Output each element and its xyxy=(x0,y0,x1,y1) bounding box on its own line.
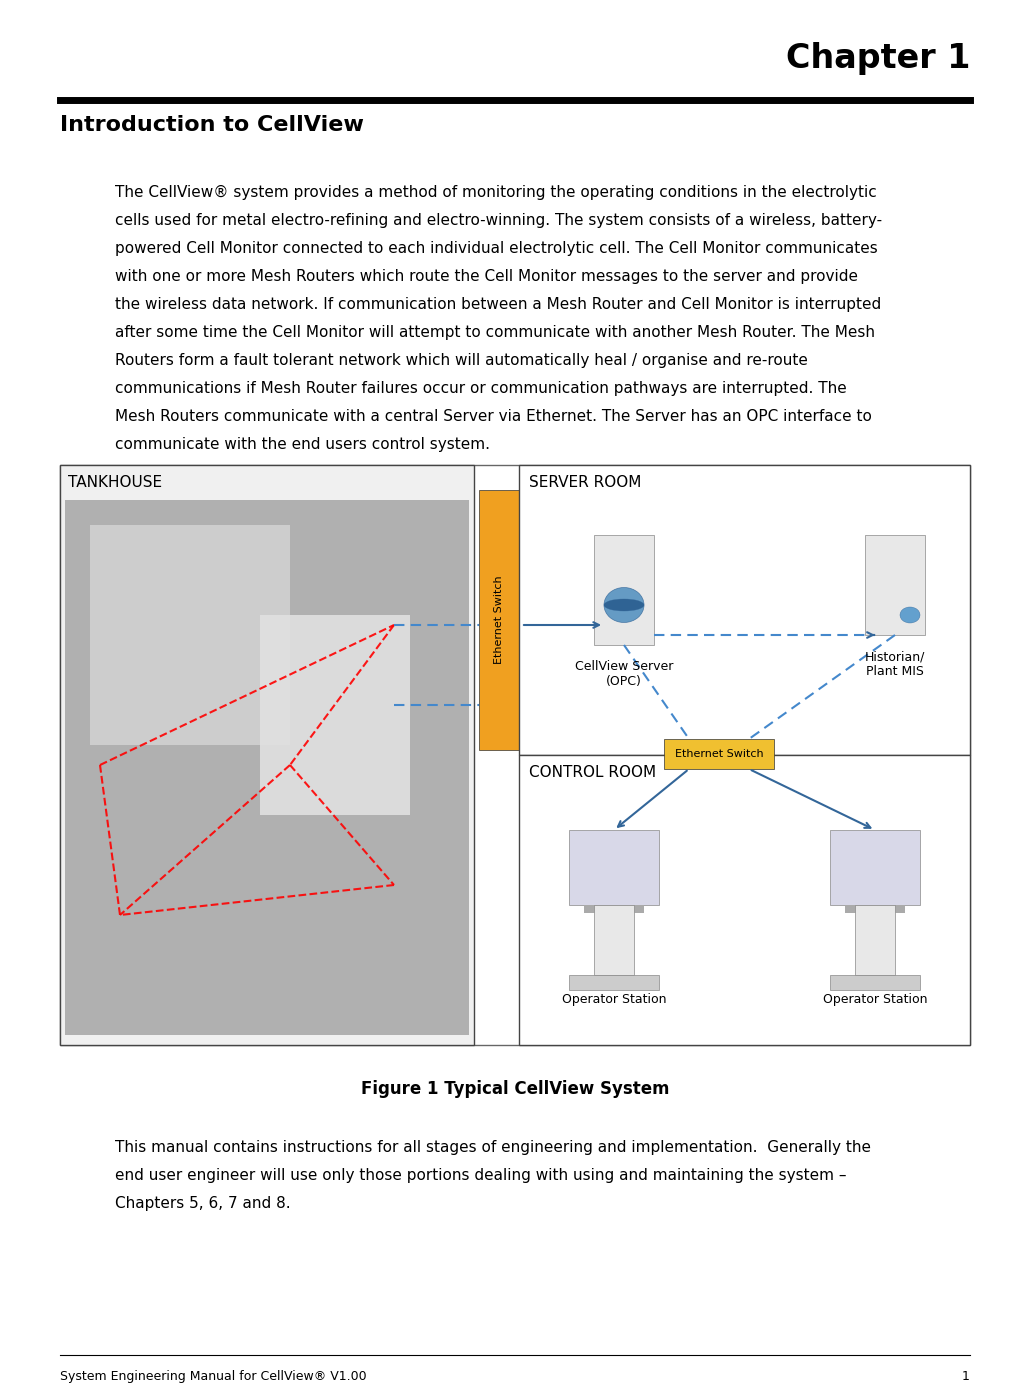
Bar xyxy=(855,905,895,975)
Ellipse shape xyxy=(604,599,644,610)
Text: powered Cell Monitor connected to each individual electrolytic cell. The Cell Mo: powered Cell Monitor connected to each i… xyxy=(115,242,877,256)
Text: Ethernet Switch: Ethernet Switch xyxy=(494,576,504,665)
Bar xyxy=(845,905,905,914)
Bar xyxy=(569,975,659,990)
Text: Operator Station: Operator Station xyxy=(823,993,928,1006)
Text: Operator Station: Operator Station xyxy=(562,993,666,1006)
Text: CONTROL ROOM: CONTROL ROOM xyxy=(529,766,656,780)
Text: Ethernet Switch: Ethernet Switch xyxy=(674,749,764,759)
Text: TANKHOUSE: TANKHOUSE xyxy=(68,475,162,490)
Text: Introduction to CellView: Introduction to CellView xyxy=(60,115,364,136)
Text: Figure 1 Typical CellView System: Figure 1 Typical CellView System xyxy=(361,1080,669,1098)
Bar xyxy=(479,490,519,750)
Text: Chapters 5, 6, 7 and 8.: Chapters 5, 6, 7 and 8. xyxy=(115,1196,291,1211)
Text: with one or more Mesh Routers which route the Cell Monitor messages to the serve: with one or more Mesh Routers which rout… xyxy=(115,270,858,284)
Text: end user engineer will use only those portions dealing with using and maintainin: end user engineer will use only those po… xyxy=(115,1168,847,1183)
Text: This manual contains instructions for all stages of engineering and implementati: This manual contains instructions for al… xyxy=(115,1140,871,1155)
Text: communications if Mesh Router failures occur or communication pathways are inter: communications if Mesh Router failures o… xyxy=(115,381,847,395)
Text: cells used for metal electro-refining and electro-winning. The system consists o: cells used for metal electro-refining an… xyxy=(115,212,883,228)
Text: CellView Server
(OPC): CellView Server (OPC) xyxy=(575,659,673,687)
Bar xyxy=(65,500,469,1035)
Bar xyxy=(569,830,659,905)
Text: System Engineering Manual for CellView® V1.00: System Engineering Manual for CellView® … xyxy=(60,1370,367,1383)
Text: SERVER ROOM: SERVER ROOM xyxy=(529,475,642,490)
Text: the wireless data network. If communication between a Mesh Router and Cell Monit: the wireless data network. If communicat… xyxy=(115,298,882,312)
Bar xyxy=(865,535,925,636)
Bar xyxy=(60,465,474,1045)
Ellipse shape xyxy=(604,588,644,623)
Bar xyxy=(65,500,469,1035)
Bar xyxy=(584,905,644,914)
Bar xyxy=(594,535,654,645)
Bar xyxy=(60,465,970,1045)
Text: 1: 1 xyxy=(962,1370,970,1383)
Text: after some time the Cell Monitor will attempt to communicate with another Mesh R: after some time the Cell Monitor will at… xyxy=(115,326,875,339)
Text: Mesh Routers communicate with a central Server via Ethernet. The Server has an O: Mesh Routers communicate with a central … xyxy=(115,409,872,425)
Ellipse shape xyxy=(900,608,920,623)
Text: communicate with the end users control system.: communicate with the end users control s… xyxy=(115,437,490,453)
Bar xyxy=(519,754,970,1045)
Bar xyxy=(594,905,634,975)
Bar xyxy=(260,615,410,814)
Bar xyxy=(830,975,920,990)
Text: Routers form a fault tolerant network which will automatically heal / organise a: Routers form a fault tolerant network wh… xyxy=(115,353,808,367)
Text: Chapter 1: Chapter 1 xyxy=(785,42,970,75)
Bar xyxy=(90,525,290,745)
Bar xyxy=(830,830,920,905)
Text: Historian/
Plant MIS: Historian/ Plant MIS xyxy=(865,650,926,678)
Bar xyxy=(664,739,774,768)
Bar xyxy=(519,465,970,754)
Text: The CellView® system provides a method of monitoring the operating conditions in: The CellView® system provides a method o… xyxy=(115,184,876,200)
